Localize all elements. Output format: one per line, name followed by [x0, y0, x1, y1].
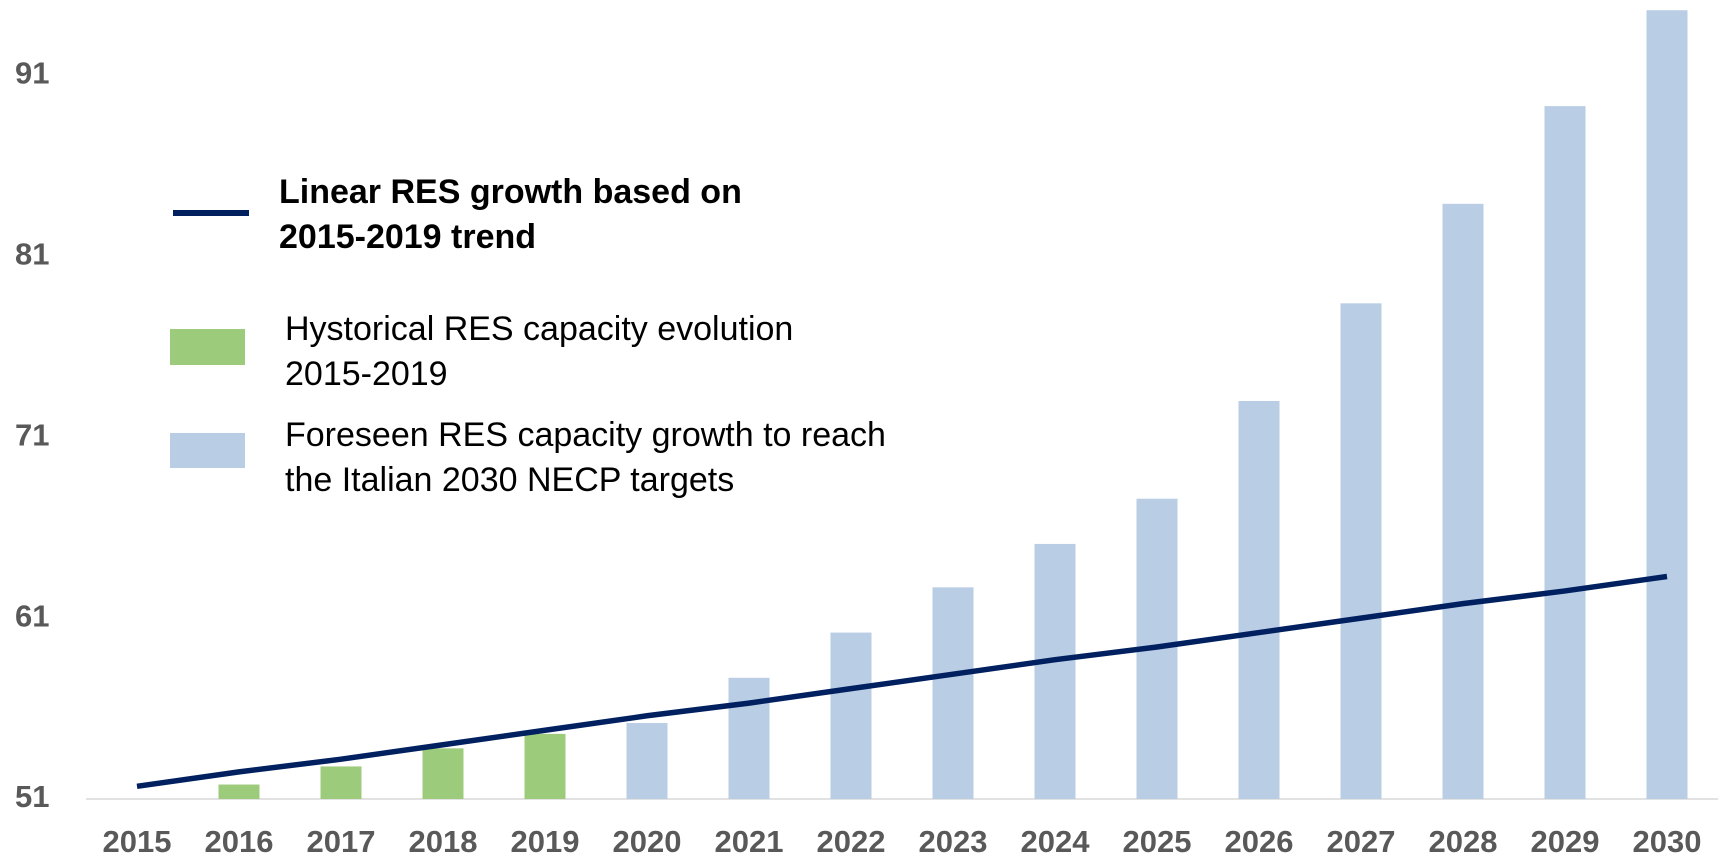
bar — [830, 632, 872, 799]
bar — [1238, 401, 1280, 799]
x-tick-label: 2021 — [715, 824, 784, 859]
x-tick-label: 2028 — [1429, 824, 1498, 859]
legend-line-swatch — [173, 210, 249, 216]
bar — [932, 587, 974, 799]
x-tick-label: 2016 — [205, 824, 274, 859]
x-tick-label: 2020 — [613, 824, 682, 859]
y-tick-label: 61 — [15, 598, 49, 633]
bar — [524, 733, 566, 799]
bar — [1442, 203, 1484, 800]
bar — [1646, 10, 1688, 799]
x-tick-label: 2030 — [1633, 824, 1702, 859]
bar — [1340, 303, 1382, 799]
legend-swatch — [170, 433, 245, 468]
x-tick-label: 2029 — [1531, 824, 1600, 859]
x-tick-label: 2018 — [409, 824, 478, 859]
bar — [422, 748, 464, 799]
bar — [1544, 106, 1586, 800]
x-tick-label: 2023 — [919, 824, 988, 859]
y-tick-label: 91 — [15, 56, 49, 91]
legend-label: Hystorical RES capacity evolution 2015-2… — [285, 310, 794, 393]
legend-label: Foreseen RES capacity growth to reach th… — [285, 416, 886, 499]
trend-line — [136, 573, 1668, 790]
y-tick-label: 51 — [15, 779, 49, 814]
y-tick-label: 81 — [15, 236, 49, 271]
legend-label: Linear RES growth based on 2015-2019 tre… — [279, 173, 742, 256]
bar — [218, 784, 260, 799]
x-tick-label: 2027 — [1327, 824, 1396, 859]
x-tick-label: 2024 — [1021, 824, 1091, 859]
bar — [320, 766, 362, 799]
x-tick-label: 2022 — [817, 824, 886, 859]
bar — [728, 677, 770, 799]
x-tick-label: 2015 — [103, 824, 172, 859]
bar — [1034, 543, 1076, 799]
y-tick-label: 71 — [15, 417, 49, 452]
legend-swatch — [170, 329, 245, 365]
bar — [626, 723, 668, 799]
x-tick-label: 2019 — [511, 824, 580, 859]
x-tick-label: 2017 — [307, 824, 376, 859]
x-tick-label: 2026 — [1225, 824, 1294, 859]
x-tick-label: 2025 — [1123, 824, 1192, 859]
